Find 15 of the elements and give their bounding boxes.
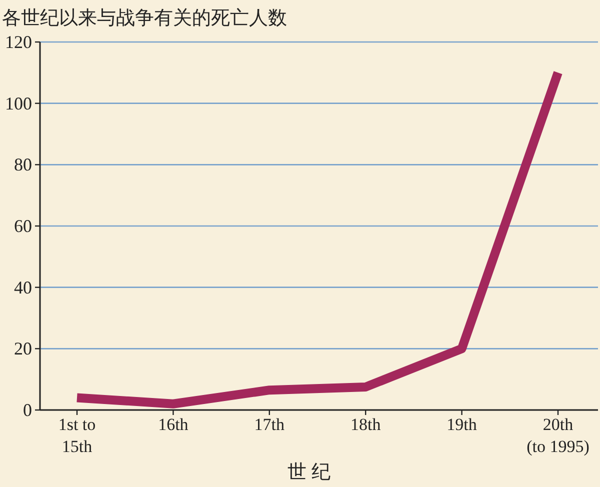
y-tick-label: 100 <box>5 93 32 114</box>
x-tick-label: 19th <box>446 415 478 434</box>
x-tick-label: 16th <box>158 415 189 434</box>
y-tick-label: 60 <box>14 216 32 236</box>
y-tick-label: 0 <box>23 400 32 420</box>
chart-title: 各世纪以来与战争有关的死亡人数 <box>2 7 287 29</box>
x-tick-label: 1st to 15th <box>58 415 96 456</box>
x-tick-label: 18th <box>350 415 382 434</box>
y-tick-label: 80 <box>14 154 32 175</box>
x-tick-label: 20th (to 1995) <box>526 415 590 456</box>
y-tick-label: 20 <box>14 338 32 359</box>
y-tick-label: 120 <box>5 32 32 52</box>
x-tick-label: 17th <box>254 415 286 434</box>
y-tick-label: 40 <box>14 277 32 298</box>
x-axis-title: 世 纪 <box>288 462 330 483</box>
